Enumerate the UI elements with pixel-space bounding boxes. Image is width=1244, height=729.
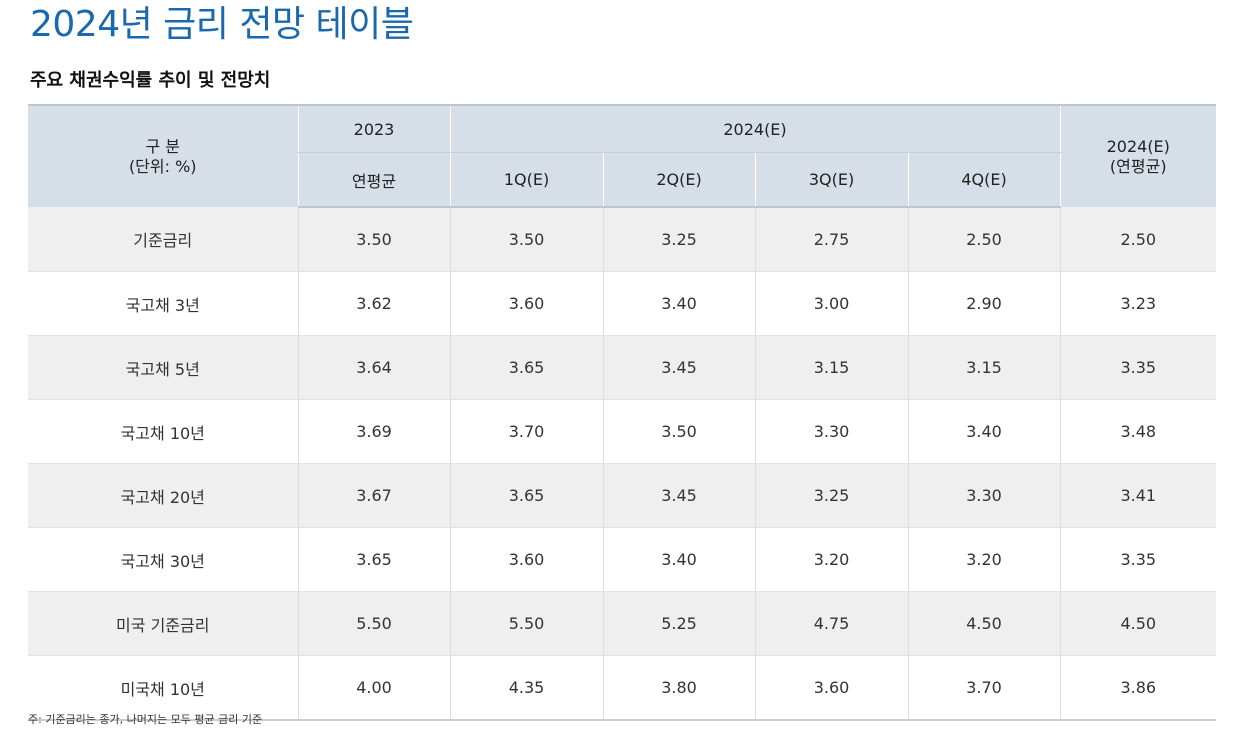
cell-2023: 3.50 <box>297 207 450 272</box>
cell-q1: 3.60 <box>449 271 603 336</box>
header-annual-2024: 2024(E) (연평균) <box>1059 104 1216 207</box>
header-q4: 4Q(E) <box>907 152 1060 208</box>
header-q2: 2Q(E) <box>602 152 755 208</box>
cell-q4: 2.50 <box>907 207 1060 272</box>
cell-q2: 3.40 <box>602 271 755 336</box>
table-row: 미국채 10년 4.00 4.35 3.80 3.60 3.70 3.86 <box>28 655 1216 721</box>
table-row: 국고채 20년 3.67 3.65 3.45 3.25 3.30 3.41 <box>28 463 1216 528</box>
header-category: 구 분 (단위: %) <box>28 104 298 207</box>
cell-2023: 3.64 <box>297 335 450 400</box>
header-q3: 3Q(E) <box>754 152 908 208</box>
header-row-sub: 연평균 1Q(E) 2Q(E) 3Q(E) 4Q(E) <box>28 152 1216 208</box>
header-annual-2024-note: (연평균) <box>1109 156 1167 176</box>
row-label: 국고채 30년 <box>28 527 298 592</box>
table-row: 기준금리 3.50 3.50 3.25 2.75 2.50 2.50 <box>28 207 1216 272</box>
rate-forecast-table: 구 분 (단위: %) 2023 2024(E) 2024(E) (연평균) 연… <box>28 104 1216 721</box>
cell-q2: 3.40 <box>602 527 755 592</box>
cell-q3: 2.75 <box>754 207 908 272</box>
cell-q3: 3.25 <box>754 463 908 528</box>
row-label: 국고채 20년 <box>28 463 298 528</box>
row-label: 미국 기준금리 <box>28 591 298 656</box>
row-label: 국고채 3년 <box>28 271 298 336</box>
header-unit-label: (단위: %) <box>128 156 197 176</box>
cell-q1: 3.60 <box>449 527 603 592</box>
cell-q2: 3.45 <box>602 463 755 528</box>
cell-2023: 3.65 <box>297 527 450 592</box>
cell-annual: 3.35 <box>1059 335 1216 400</box>
cell-q1: 4.35 <box>449 655 603 721</box>
cell-q4: 3.15 <box>907 335 1060 400</box>
table-footnote: 주: 기준금리는 종가, 나머지는 모두 평균 금리 기준 <box>28 713 263 726</box>
cell-q2: 3.45 <box>602 335 755 400</box>
cell-q2: 3.25 <box>602 207 755 272</box>
cell-q4: 3.40 <box>907 399 1060 464</box>
cell-2023: 3.69 <box>297 399 450 464</box>
header-q1: 1Q(E) <box>449 152 603 208</box>
header-category-label: 구 분 <box>145 136 181 156</box>
cell-q2: 3.50 <box>602 399 755 464</box>
cell-2023: 3.67 <box>297 463 450 528</box>
cell-q1: 3.50 <box>449 207 603 272</box>
cell-q1: 3.65 <box>449 335 603 400</box>
header-year-2023: 2023 <box>297 104 450 153</box>
header-annual-2024-year: 2024(E) <box>1106 136 1170 156</box>
cell-annual: 2.50 <box>1059 207 1216 272</box>
row-label: 미국채 10년 <box>28 655 298 721</box>
cell-q4: 3.30 <box>907 463 1060 528</box>
row-label: 기준금리 <box>28 207 298 272</box>
cell-q1: 5.50 <box>449 591 603 656</box>
cell-q3: 3.30 <box>754 399 908 464</box>
table-row: 국고채 3년 3.62 3.60 3.40 3.00 2.90 3.23 <box>28 271 1216 336</box>
cell-annual: 3.41 <box>1059 463 1216 528</box>
header-2023-annual-avg: 연평균 <box>297 152 450 208</box>
cell-q1: 3.70 <box>449 399 603 464</box>
table-subtitle: 주요 채권수익률 추이 및 전망치 <box>30 70 271 91</box>
table-row: 국고채 5년 3.64 3.65 3.45 3.15 3.15 3.35 <box>28 335 1216 400</box>
cell-q4: 3.70 <box>907 655 1060 721</box>
page-title: 2024년 금리 전망 테이블 <box>30 4 414 45</box>
table-row: 국고채 30년 3.65 3.60 3.40 3.20 3.20 3.35 <box>28 527 1216 592</box>
cell-q1: 3.65 <box>449 463 603 528</box>
row-label: 국고채 5년 <box>28 335 298 400</box>
table-row: 국고채 10년 3.69 3.70 3.50 3.30 3.40 3.48 <box>28 399 1216 464</box>
cell-q2: 5.25 <box>602 591 755 656</box>
cell-q4: 2.90 <box>907 271 1060 336</box>
cell-q4: 4.50 <box>907 591 1060 656</box>
cell-q2: 3.80 <box>602 655 755 721</box>
cell-q3: 3.00 <box>754 271 908 336</box>
cell-2023: 3.62 <box>297 271 450 336</box>
cell-q3: 4.75 <box>754 591 908 656</box>
cell-annual: 3.23 <box>1059 271 1216 336</box>
cell-q3: 3.60 <box>754 655 908 721</box>
cell-annual: 3.35 <box>1059 527 1216 592</box>
cell-2023: 4.00 <box>297 655 450 721</box>
cell-2023: 5.50 <box>297 591 450 656</box>
cell-q3: 3.15 <box>754 335 908 400</box>
row-label: 국고채 10년 <box>28 399 298 464</box>
cell-annual: 3.48 <box>1059 399 1216 464</box>
cell-annual: 3.86 <box>1059 655 1216 721</box>
header-row-top: 구 분 (단위: %) 2023 2024(E) 2024(E) (연평균) <box>28 104 1216 207</box>
header-year-2024: 2024(E) <box>449 104 1060 153</box>
cell-q4: 3.20 <box>907 527 1060 592</box>
cell-annual: 4.50 <box>1059 591 1216 656</box>
cell-q3: 3.20 <box>754 527 908 592</box>
table-row: 미국 기준금리 5.50 5.50 5.25 4.75 4.50 4.50 <box>28 591 1216 656</box>
